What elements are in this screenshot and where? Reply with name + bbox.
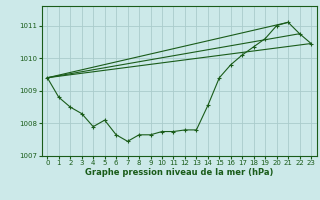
X-axis label: Graphe pression niveau de la mer (hPa): Graphe pression niveau de la mer (hPa) [85, 168, 273, 177]
